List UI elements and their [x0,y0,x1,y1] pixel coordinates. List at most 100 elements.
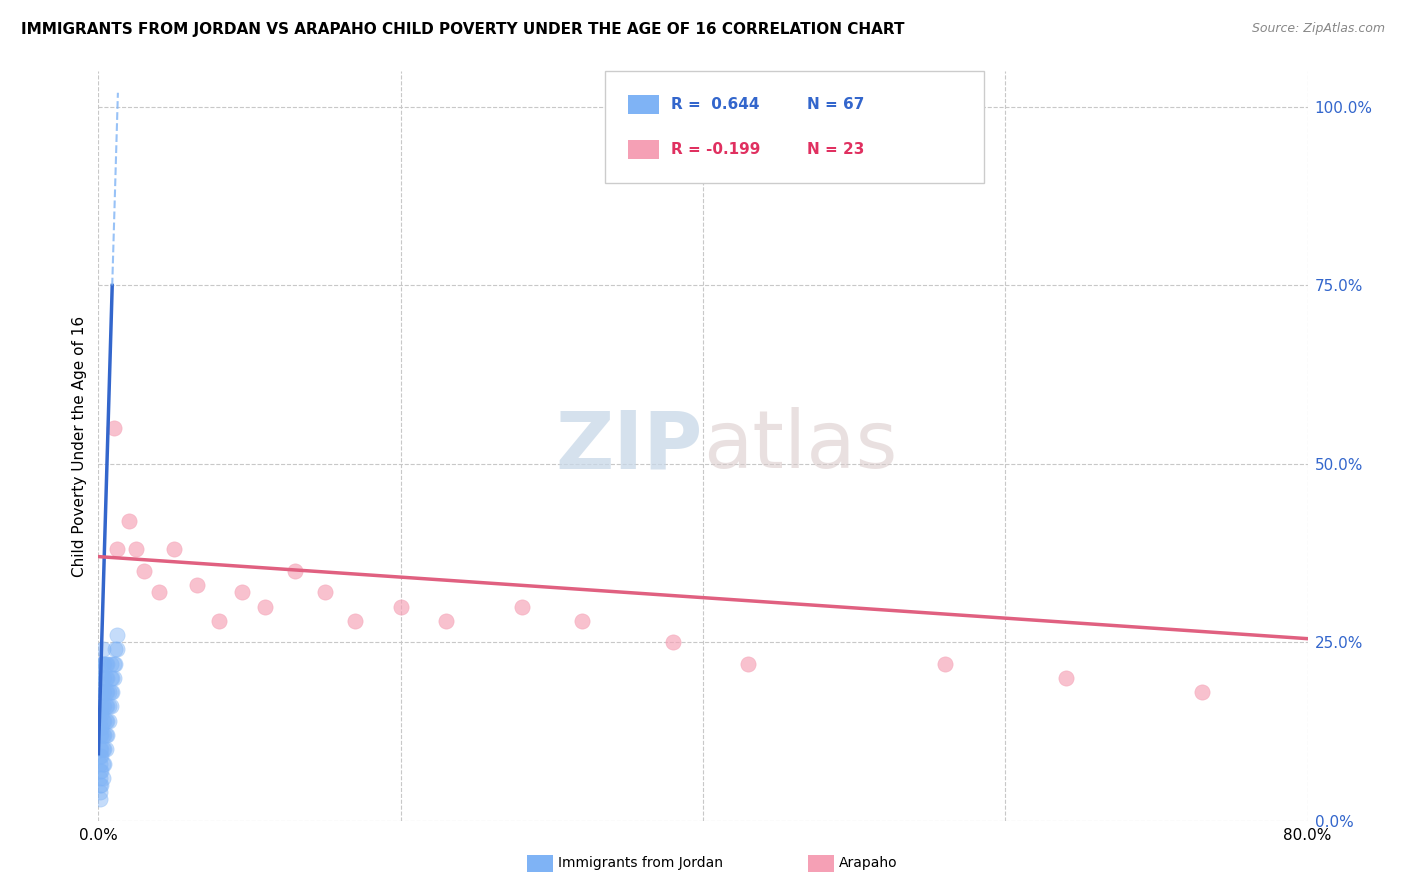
Point [105,628,128,642]
Point [89,771,111,785]
Point [94,671,117,685]
Point [100,671,122,685]
Text: IMMIGRANTS FROM JORDAN VS ARAPAHO CHILD POVERTY UNDER THE AGE OF 16 CORRELATION : IMMIGRANTS FROM JORDAN VS ARAPAHO CHILD … [21,22,904,37]
Point [93,742,115,756]
Point [94,728,117,742]
Point [90,728,112,742]
Text: Source: ZipAtlas.com: Source: ZipAtlas.com [1251,22,1385,36]
Point [90,764,112,778]
Point [91,699,114,714]
Point [90,742,112,756]
Point [100,657,122,671]
Point [91,771,114,785]
Text: N = 23: N = 23 [807,142,865,157]
Point [89,792,111,806]
Point [89,728,111,742]
Point [90,749,112,764]
Point [91,714,114,728]
Point [89,714,111,728]
Point [100,699,122,714]
Point [98,699,121,714]
Point [163,542,186,557]
Point [90,721,112,735]
Point [89,756,111,771]
Point [98,714,121,728]
Point [231,585,253,599]
Point [100,685,122,699]
Text: R = -0.199: R = -0.199 [671,142,761,157]
Point [103,421,125,435]
Point [91,728,114,742]
Point [105,542,128,557]
Point [89,742,111,756]
Point [510,599,533,614]
Point [118,514,141,528]
Point [737,657,759,671]
Point [90,657,112,671]
Point [96,714,118,728]
Point [93,728,115,742]
Point [91,642,114,657]
Point [344,614,367,628]
Point [94,657,117,671]
Point [101,685,124,699]
Text: Arapaho: Arapaho [839,856,898,871]
Text: N = 67: N = 67 [807,97,865,112]
Point [94,699,117,714]
Point [91,685,114,699]
Point [103,671,125,685]
Point [89,764,111,778]
Point [934,657,956,671]
Point [104,657,127,671]
Point [93,657,115,671]
Point [103,657,125,671]
Point [253,599,276,614]
Point [96,685,118,699]
Point [96,657,118,671]
Point [93,756,115,771]
Text: ZIP: ZIP [555,407,703,485]
Point [93,714,115,728]
Point [96,671,118,685]
Point [1191,685,1213,699]
Point [91,657,114,671]
Text: R =  0.644: R = 0.644 [671,97,759,112]
Point [93,699,115,714]
Point [93,671,115,685]
Point [90,778,112,792]
Point [148,585,170,599]
Point [314,585,336,599]
Point [284,564,307,578]
Point [104,642,127,657]
Point [91,756,114,771]
Point [434,614,457,628]
Point [1054,671,1077,685]
Point [94,685,117,699]
Text: Immigrants from Jordan: Immigrants from Jordan [558,856,723,871]
Point [91,671,114,685]
Point [93,685,115,699]
Point [125,542,148,557]
Point [571,614,593,628]
Point [90,671,112,685]
Point [132,564,155,578]
Point [91,742,114,756]
Point [96,699,118,714]
Point [89,749,111,764]
Text: atlas: atlas [703,407,897,485]
Point [208,614,231,628]
Y-axis label: Child Poverty Under the Age of 16: Child Poverty Under the Age of 16 [72,316,87,576]
Point [105,642,128,657]
Point [90,699,112,714]
Point [186,578,208,592]
Point [96,728,118,742]
Point [661,635,683,649]
Point [101,671,124,685]
Point [89,778,111,792]
Point [94,714,117,728]
Point [90,706,112,721]
Point [98,685,121,699]
Point [389,599,412,614]
Point [89,785,111,799]
Point [90,685,112,699]
